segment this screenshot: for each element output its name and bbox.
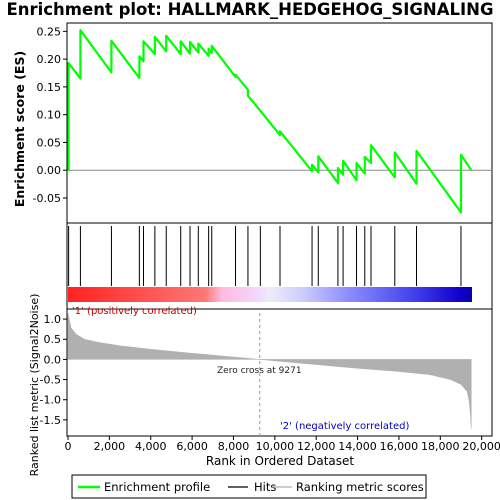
x-axis: 0 2,000 4,000 6,000 8,000 10,000 12,000 14,000 1… xyxy=(65,436,500,453)
x-tick-label: 18,000 xyxy=(421,440,460,453)
es-y-tick-label: 0.15 xyxy=(37,81,62,94)
x-tick-label: 10,000 xyxy=(256,440,295,453)
es-y-tick-label: -0.05 xyxy=(33,192,61,205)
legend-label: Enrichment profile xyxy=(104,480,210,494)
es-y-tick-label: 0.20 xyxy=(37,53,62,66)
metric-y-tick-label: -0.5 xyxy=(40,374,61,387)
es-y-tick-label: 0.05 xyxy=(37,136,62,149)
metric-y-tick-label: 1.0 xyxy=(44,313,62,326)
legend: Enrichment profile Hits Ranking metric sco… xyxy=(78,480,424,494)
metric-y-tick-label: 0.5 xyxy=(44,333,62,346)
es-panel xyxy=(66,22,493,224)
pos-corr-label: '1' (positively correlated) xyxy=(72,306,197,317)
x-tick-label: 6,000 xyxy=(176,440,208,453)
chart-title: Enrichment plot: HALLMARK_HEDGEHOG_SIGNA… xyxy=(6,0,494,19)
metric-series xyxy=(67,312,472,429)
metric-y-tick-label: -1.0 xyxy=(40,394,61,407)
hits-series xyxy=(68,226,462,286)
x-tick-label: 16,000 xyxy=(380,440,419,453)
x-tick-label: 0 xyxy=(65,440,72,453)
enrichment-profile-series xyxy=(67,29,473,214)
zero-cross-label: Zero cross at 9271 xyxy=(217,366,302,376)
es-y-tick-label: 0.25 xyxy=(37,25,62,38)
es-y-axis-label: Enrichment score (ES) xyxy=(12,51,27,207)
metric-y-axis: -1.5 -1.0 -0.5 0.0 0.5 1.0 xyxy=(40,313,67,427)
es-y-axis: -0.05 0.00 0.05 0.10 0.15 0.20 0.25 xyxy=(33,25,67,205)
x-tick-label: 12,000 xyxy=(297,440,336,453)
x-tick-label: 2,000 xyxy=(94,440,126,453)
metric-y-axis-label: Ranked list metric (Signal2Noise) xyxy=(28,294,41,477)
x-tick-label: 20,000 xyxy=(462,440,500,453)
x-tick-label: 4,000 xyxy=(135,440,167,453)
es-y-tick-label: 0.10 xyxy=(37,109,62,122)
x-tick-label: 8,000 xyxy=(218,440,250,453)
metric-y-tick-label: 0.0 xyxy=(44,353,62,366)
metric-y-tick-label: -1.5 xyxy=(40,414,61,427)
x-tick-label: 14,000 xyxy=(338,440,377,453)
neg-corr-label: '2' (negatively correlated) xyxy=(280,421,409,432)
legend-label: Hits xyxy=(254,480,276,494)
metric-area xyxy=(67,312,472,429)
enrichment-profile-line xyxy=(67,29,473,214)
rank-color-bar xyxy=(68,287,472,302)
x-axis-label: Rank in Ordered Dataset xyxy=(206,454,354,468)
legend-label: Ranking metric scores xyxy=(296,480,424,494)
es-y-tick-label: 0.00 xyxy=(37,164,62,177)
legend-box xyxy=(71,474,427,499)
